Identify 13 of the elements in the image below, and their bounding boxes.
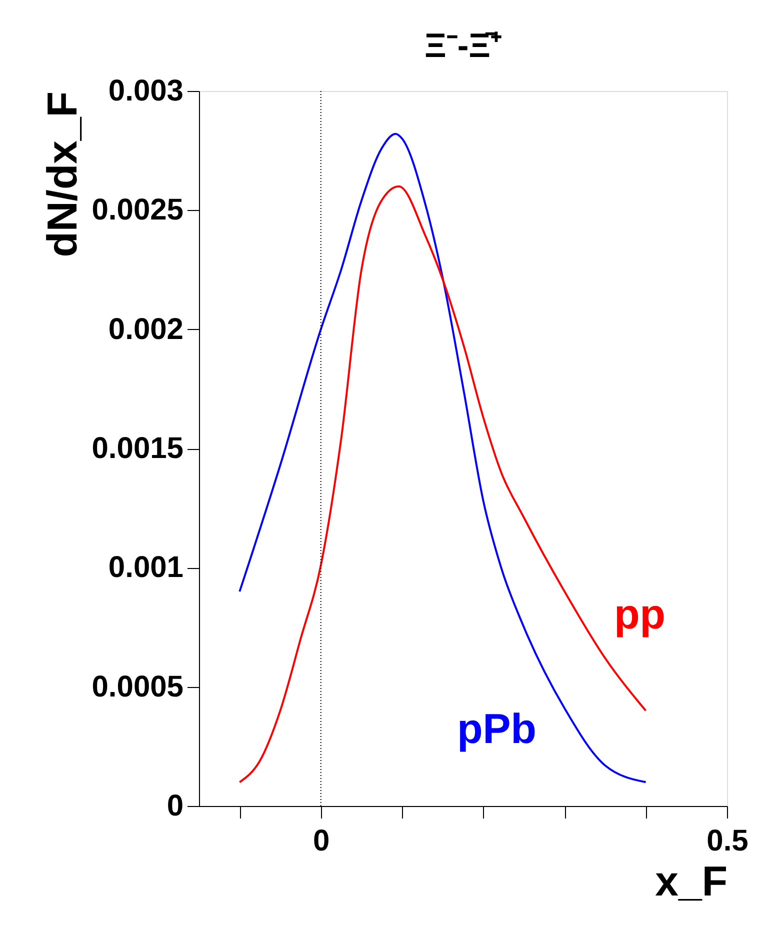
y-tick-label: 0.0005: [92, 670, 184, 704]
y-tick-label: 0.0015: [92, 432, 184, 465]
series-label: pp: [614, 590, 666, 638]
x-axis-title: x_F: [655, 858, 728, 904]
y-tick-label: 0.001: [108, 551, 184, 584]
y-axis-title: dN/dx_F: [38, 92, 86, 258]
y-tick-label: 0.0025: [92, 194, 184, 227]
y-tick-label: 0.003: [108, 74, 184, 108]
series-label: pPb: [457, 705, 536, 752]
y-tick-label: 0.002: [108, 312, 184, 346]
chart-title: Ξ⁻-Ξ̄⁺: [424, 27, 502, 65]
y-tick-label: 0: [166, 790, 184, 822]
x-tick-label: 0.5: [706, 824, 748, 858]
